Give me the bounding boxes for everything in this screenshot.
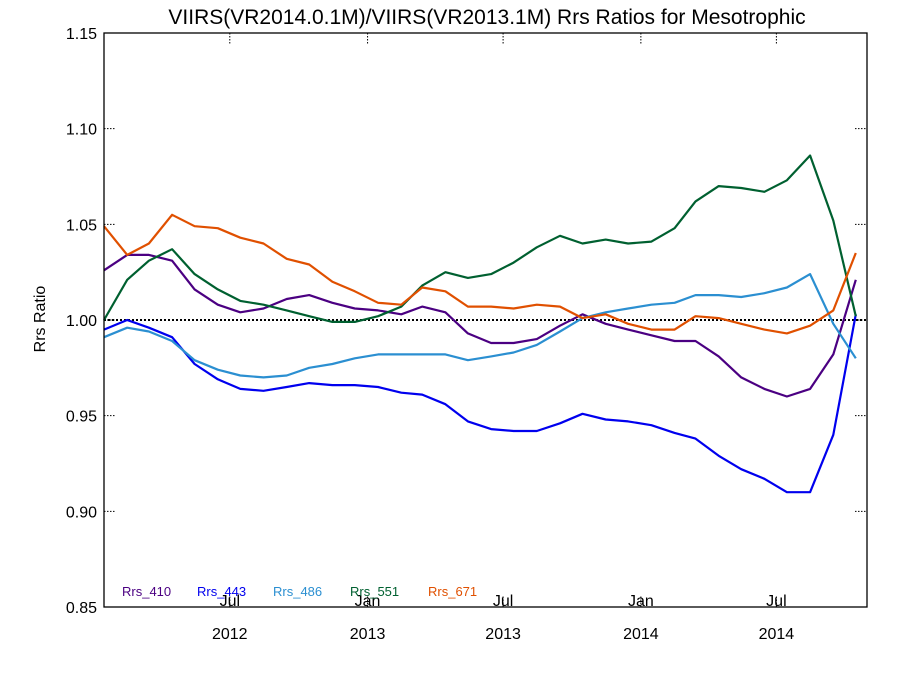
legend-item-rrs-443: Rrs_443: [197, 584, 246, 599]
series-line-rrs-551: [103, 154, 857, 323]
series-line-rrs-671: [103, 213, 857, 335]
x-tick-year: 2014: [759, 626, 795, 643]
chart-title: VIIRS(VR2014.0.1M)/VIIRS(VR2013.1M) Rrs …: [168, 6, 805, 29]
series-line-rrs-486: [103, 273, 857, 379]
y-axis-label: Rrs Ratio: [32, 286, 49, 353]
series-lines: [103, 154, 857, 494]
series-line-rrs-443: [103, 314, 857, 494]
axes: [103, 32, 868, 608]
x-tick-month: Jul: [766, 593, 786, 610]
x-tick-month: Jan: [628, 593, 654, 610]
y-tick-label: 1.00: [66, 313, 97, 330]
x-tick-month: Jul: [493, 593, 513, 610]
legend-item-rrs-486: Rrs_486: [273, 584, 322, 599]
legend-item-rrs-551: Rrs_551: [350, 584, 399, 599]
y-tick-label: 1.05: [66, 217, 97, 234]
x-tick-year: 2013: [485, 626, 521, 643]
y-tick-labels: 0.85 0.90 0.95 1.00 1.05 1.10 1.15: [66, 26, 97, 617]
y-tick-label: 1.10: [66, 122, 97, 139]
x-tick-labels: Jul 2012 Jan 2013 Jul 2013 Jan 2014 Jul 2014: [212, 593, 794, 643]
legend-item-rrs-671: Rrs_671: [428, 584, 477, 599]
legend-item-rrs-410: Rrs_410: [122, 584, 171, 599]
x-tick-year: 2014: [623, 626, 659, 643]
y-tick-label: 0.85: [66, 600, 97, 617]
x-tick-month: Jan: [355, 593, 381, 610]
plot-frame: [103, 32, 868, 608]
y-tick-label: 0.90: [66, 504, 97, 521]
series-line-rrs-410: [103, 253, 857, 398]
x-tick-year: 2012: [212, 626, 248, 643]
legend: Rrs_410 Rrs_443 Rrs_486 Rrs_551 Rrs_671: [122, 584, 477, 599]
x-tick-month: Jul: [220, 593, 240, 610]
x-tick-year: 2013: [350, 626, 386, 643]
y-tick-label: 0.95: [66, 409, 97, 426]
y-tick-label: 1.15: [66, 26, 97, 43]
